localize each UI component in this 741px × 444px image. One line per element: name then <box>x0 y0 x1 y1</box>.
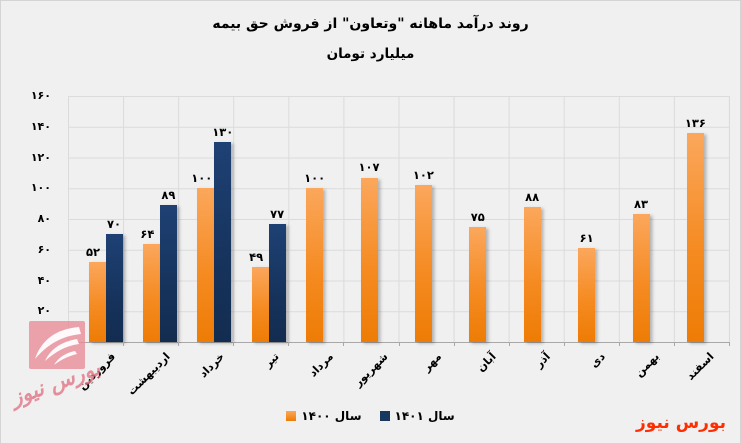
bar-orange <box>414 185 432 342</box>
x-axis-tick <box>729 342 730 346</box>
x-axis-label: اردیبهشت <box>124 350 173 398</box>
x-axis-tick <box>178 342 180 346</box>
bar-orange <box>197 188 215 342</box>
bar-navy <box>268 223 286 342</box>
chart-subtitle: میلیارد تومان <box>326 46 415 62</box>
bar-value-label: ۶۴ <box>140 226 155 241</box>
bar-orange <box>469 226 487 342</box>
logo-calligraphy: بورس نیوز <box>7 355 104 411</box>
y-axis-label: ۱۲۰ <box>30 150 51 164</box>
bar-orange <box>306 188 324 342</box>
bar-orange <box>360 177 378 342</box>
x-axis-label: تیر <box>261 350 282 371</box>
x-axis-labels: فروردین اردیبهشت خرداد تیر مرداد شهریور مهر آبا… <box>1 342 740 443</box>
bar-value-label: ۸۳ <box>633 197 649 212</box>
x-axis-label: بهمن <box>632 350 663 380</box>
x-axis-label: مهر <box>420 350 445 374</box>
bar-value-label: ۱۰۷ <box>358 160 380 175</box>
bar-navy <box>159 205 177 342</box>
x-axis-label: اسفند <box>683 350 717 383</box>
x-axis-tick <box>563 342 565 346</box>
y-axis-label: ۱۴۰ <box>30 119 51 133</box>
x-axis-label: دی <box>587 350 608 371</box>
bar-orange <box>142 243 160 342</box>
bar-orange <box>251 266 269 342</box>
x-axis-label: خرداد <box>196 350 228 381</box>
legend-swatch-1401 <box>379 411 390 421</box>
x-axis-tick <box>508 342 510 346</box>
y-axis-label: ۴۰ <box>37 273 51 287</box>
bar-value-label: ۶۱ <box>579 231 594 246</box>
plot-area <box>68 96 730 343</box>
bourse-news-brand: بورس نیوز <box>636 413 726 433</box>
x-axis-tick <box>673 342 675 346</box>
bar-orange <box>523 206 541 342</box>
legend-item-1401: سال ۱۴۰۱ <box>379 409 455 423</box>
y-axis-labels: ۰ ۲۰ ۴۰ ۶۰ ۸۰ ۱۰۰ ۱۲۰ ۱۴۰ ۱۶۰ <box>1 89 59 348</box>
x-axis-label: شهریور <box>351 350 391 390</box>
x-axis-label: فروردین <box>75 350 119 393</box>
legend-item-1400: سال ۱۴۰۰ <box>286 409 362 423</box>
bar-value-label: ۷۵ <box>470 209 485 224</box>
bar-orange <box>88 262 106 342</box>
legend-label-1400: سال ۱۴۰۰ <box>301 409 362 423</box>
x-axis-label: آبان <box>474 350 500 375</box>
x-axis-tick <box>288 342 290 346</box>
x-axis-tick <box>123 342 125 346</box>
legend-label-1401: سال ۱۴۰۱ <box>394 409 455 423</box>
legend-swatch-1400 <box>286 411 297 421</box>
bar-value-label: ۱۰۰ <box>191 171 213 186</box>
y-axis-label: ۲۰ <box>37 304 51 318</box>
chart-title: روند درآمد ماهانه "وتعاون" از فروش حق بی… <box>212 16 529 32</box>
bar-navy <box>105 234 123 342</box>
legend: سال ۱۴۰۰ سال ۱۴۰۱ <box>1 409 740 423</box>
bar-value-label: ۴۹ <box>249 249 264 264</box>
x-axis-tick <box>453 342 455 346</box>
bar-value-label: ۱۳۰ <box>212 125 234 140</box>
bar-value-label: ۸۹ <box>161 188 176 203</box>
bar-value-label: ۷۰ <box>106 217 122 232</box>
y-axis-label: ۱۶۰ <box>30 89 51 102</box>
bar-navy <box>214 142 232 342</box>
bar-orange <box>578 248 596 342</box>
bar-value-label: ۸۸ <box>525 189 540 204</box>
x-axis-tick <box>343 342 345 346</box>
bar-value-label: ۱۰۲ <box>412 168 434 183</box>
x-axis-tick <box>398 342 400 346</box>
bar-value-label: ۱۰۰ <box>304 171 326 186</box>
bar-value-label: ۱۳۶ <box>684 115 706 130</box>
bar-orange <box>632 214 650 342</box>
y-axis-label: ۱۰۰ <box>30 181 51 195</box>
bar-orange <box>686 132 704 342</box>
x-axis-tick <box>233 342 235 346</box>
y-axis-label: ۸۰ <box>37 212 51 225</box>
bar-value-label: ۵۲ <box>85 245 101 260</box>
x-axis-tick <box>68 342 69 346</box>
x-axis-label: مرداد <box>306 350 336 380</box>
x-axis-tick <box>618 342 620 346</box>
x-axis-label: آذر <box>533 350 554 371</box>
y-axis-label: ۶۰ <box>37 242 51 256</box>
bar-value-label: ۷۷ <box>270 206 285 221</box>
y-axis-label: ۰ <box>44 335 51 348</box>
